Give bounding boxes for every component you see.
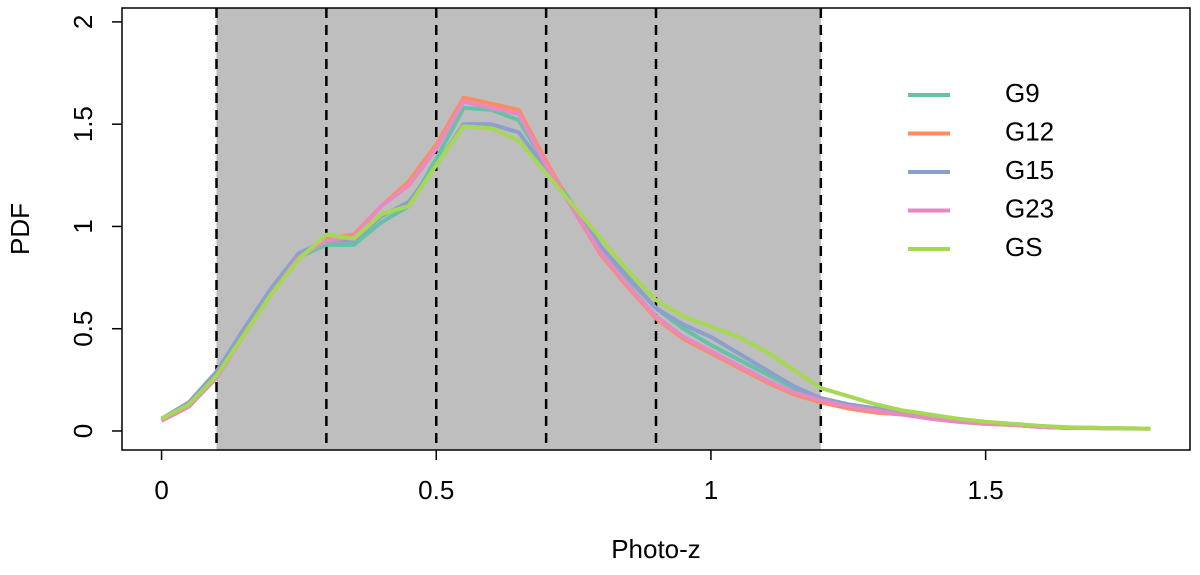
legend-label: GS	[1005, 232, 1043, 262]
x-axis-label: Photo-z	[611, 534, 701, 564]
y-axis-label: PDF	[5, 203, 35, 255]
y-tick-label: 2	[68, 15, 98, 29]
y-tick-label: 0.5	[68, 311, 98, 347]
x-tick-label: 0	[154, 475, 168, 505]
legend-label: G12	[1005, 116, 1054, 146]
legend-label: G23	[1005, 193, 1054, 223]
shaded-region	[216, 8, 821, 450]
x-tick-label: 1.5	[968, 475, 1004, 505]
y-tick-label: 1	[68, 219, 98, 233]
legend-label: G15	[1005, 155, 1054, 185]
legend-label: G9	[1005, 78, 1040, 108]
plot-frame	[121, 7, 1191, 451]
x-tick-label: 0.5	[418, 475, 454, 505]
x-tick-label: 1	[704, 475, 718, 505]
y-tick-label: 1.5	[68, 106, 98, 142]
series-line	[160, 124, 1151, 431]
series-line	[160, 99, 1151, 431]
y-tick-label: 0	[68, 424, 98, 438]
